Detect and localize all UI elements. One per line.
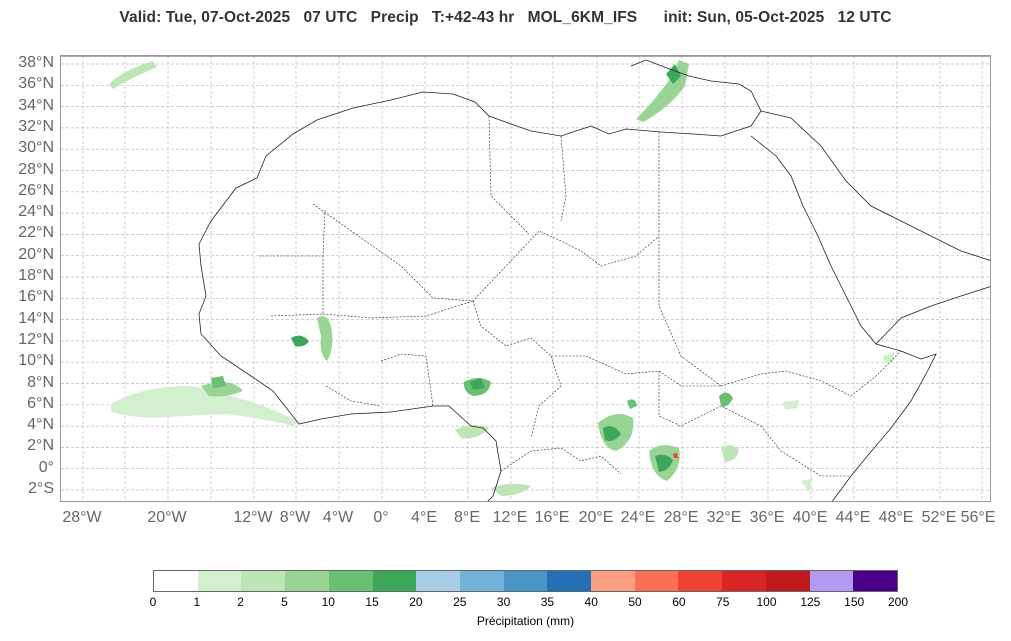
lat-tick-label: 18°N [18,267,54,284]
precip-area-east-med [636,60,689,122]
lat-tick-label: 14°N [18,309,54,327]
lon-tick-label: 24°E [620,509,656,526]
colorbar-tick-label: 1 [193,595,201,609]
lon-tick-label: 0° [373,509,389,526]
colorbar-segment [197,571,242,591]
lon-tick-label: 16°E [534,509,570,526]
colorbar-segment [154,571,198,591]
map-panel[interactable] [60,55,991,502]
lat-tick-label: 10°N [18,352,54,370]
colorbar [153,570,898,592]
colorbar-segment [503,571,548,591]
lat-tick-label: 8°N [27,373,54,391]
lat-tick-label: 2°S [28,480,54,497]
lat-tick-label: 38°N [18,54,54,71]
graticule [61,56,990,501]
coastlines [61,56,990,501]
lon-tick-label: 48°E [878,509,914,526]
precip-area-atlantic-guinea [111,386,299,426]
lon-tick-label: 36°E [749,509,785,526]
colorbar-tick-label: 2 [237,595,244,609]
lat-tick-label: 36°N [18,75,54,93]
precip-area-mali [291,335,309,347]
colorbar-tick-label: 50 [628,595,642,609]
lon-tick-label: 40°E [792,509,828,526]
colorbar-segment [285,571,329,591]
lon-tick-label: 4°E [411,509,437,526]
colorbar-tick-label: 25 [453,595,467,609]
colorbar-tick-label: 60 [672,595,686,609]
borders [259,115,902,477]
precip-areas [109,60,895,496]
colorbar-segment [547,571,592,591]
colorbar-tick-label: 150 [844,595,865,609]
colorbar-label: Précipitation (mm) [476,614,575,628]
precip-map [61,56,990,501]
colorbar-tick-label: 40 [584,595,598,609]
lon-tick-label: 12°W [233,509,273,526]
colorbar-segment [591,571,635,591]
colorbar-segment [372,571,417,591]
colorbar-tick-label: 125 [800,595,821,609]
lat-tick-label: 2°N [27,437,54,455]
lat-tick-label: 0° [38,458,54,476]
map-title: Valid: Tue, 07-Oct-2025 07 UTC Precip T:… [119,9,892,26]
lat-tick-label: 12°N [18,330,54,348]
lat-tick-label: 20°N [18,245,54,263]
colorbar-tick-label: 35 [540,595,555,609]
colorbar-tick-label: 200 [887,595,909,609]
colorbar-tick-label: 15 [365,595,379,609]
colorbar-segment [416,571,460,591]
lon-tick-label: 28°W [62,509,102,526]
lon-tick-label: 32°E [706,509,742,526]
lon-tick-label: 44°E [835,509,871,526]
colorbar-segment [328,571,373,591]
colorbar-segment [459,571,504,591]
colorbar-segment [809,571,854,591]
lon-tick-label: 28°E [663,509,699,526]
lat-tick-label: 16°N [18,288,54,306]
colorbar-segment [765,571,810,591]
lon-tick-label: 20°W [147,509,187,526]
colorbar-tick-label: 75 [716,595,730,609]
lon-tick-label: 56°E [960,509,996,526]
lat-tick-label: 34°N [18,96,54,114]
colorbar-tick-label: 10 [321,595,335,609]
lon-tick-label: 4°W [322,509,354,526]
colorbar-segment [853,571,897,591]
lat-tick-label: 28°N [18,160,54,178]
lat-tick-label: 4°N [27,416,54,434]
colorbar-tick-label: 20 [409,595,423,609]
lat-tick-label: 32°N [18,117,54,135]
lon-tick-label: 8°E [454,509,480,526]
colorbar-tick-label: 100 [756,595,777,609]
colorbar-segment [722,571,766,591]
lon-tick-label: 8°W [279,509,311,526]
lat-tick-label: 30°N [18,139,54,157]
lat-tick-label: 24°N [18,203,54,221]
colorbar-tick-label: 5 [281,595,288,609]
lon-tick-label: 20°E [578,509,614,526]
precip-area-atlantic-north [109,61,157,89]
precip-area-somalia [883,352,895,364]
lat-tick-label: 6°N [27,394,54,412]
colorbar-tick-label: 30 [496,595,511,609]
colorbar-segment [241,571,286,591]
colorbar-segment [678,571,723,591]
lon-tick-label: 12°E [492,509,528,526]
colorbar-segment [634,571,679,591]
lon-tick-label: 52°E [921,509,957,526]
lat-tick-label: 22°N [18,224,54,242]
precip-area-ethiopia [719,392,733,407]
lat-tick-label: 26°N [18,181,54,199]
colorbar-tick-label: 0 [149,595,157,609]
